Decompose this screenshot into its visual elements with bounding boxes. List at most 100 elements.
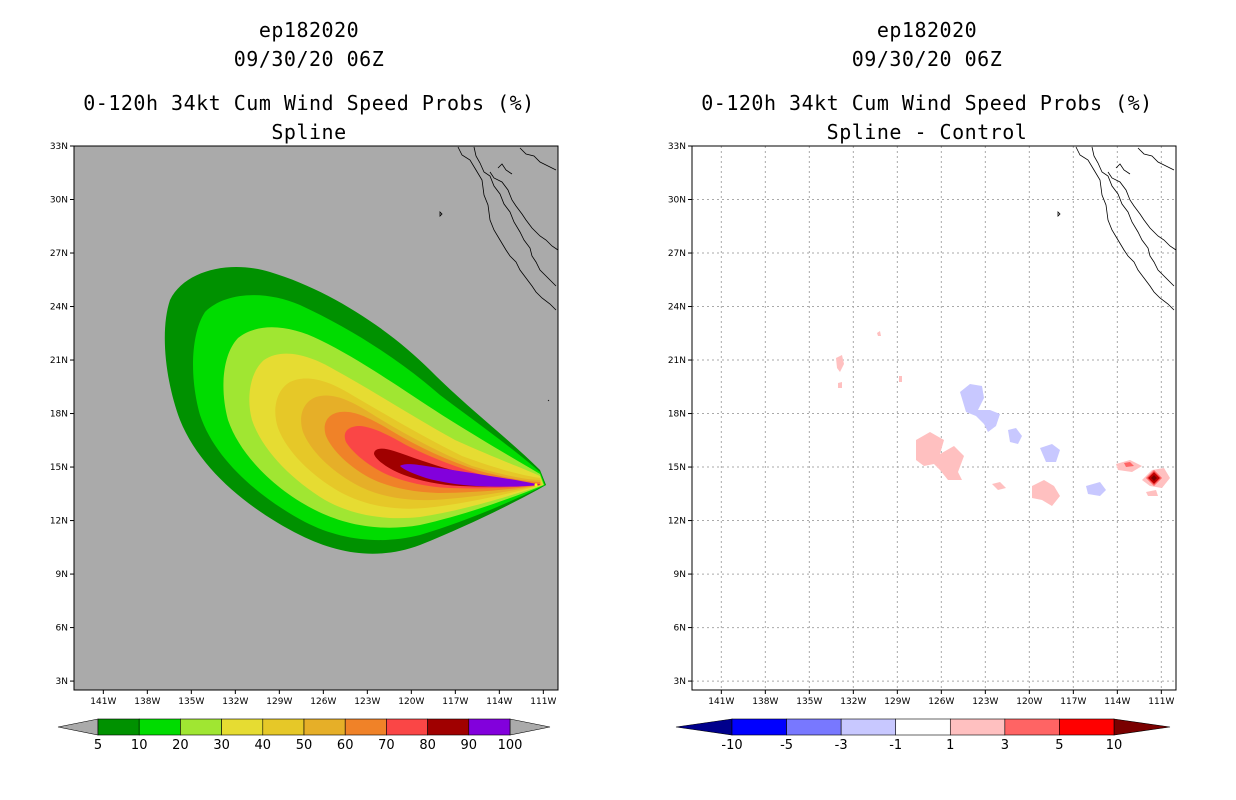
coastline — [439, 146, 559, 402]
left-panel: ep182020 09/30/20 06Z 0-120h 34kt Cum Wi… — [50, 18, 559, 753]
probability-swath — [164, 267, 546, 554]
lat-tick-label: 27N — [50, 249, 68, 259]
colorbar-label: 30 — [213, 738, 230, 753]
diff-patch — [916, 432, 964, 480]
lon-tick-label: 117W — [1060, 697, 1086, 707]
colorbar-right-arrow — [1113, 718, 1171, 736]
lon-tick-label: 117W — [442, 697, 468, 707]
probability-colorbar: 5 10 20 30 40 50 60 70 80 90 100 — [57, 718, 551, 753]
diff-patch — [1146, 490, 1158, 496]
left-storm-id: ep182020 — [258, 18, 360, 42]
lat-tick-label: 15N — [50, 463, 68, 473]
colorbar-label: 40 — [255, 738, 272, 753]
colorbar-label: 3 — [1001, 738, 1009, 753]
lon-tick-label: 111W — [1148, 697, 1174, 707]
lon-tick-label: 129W — [266, 697, 292, 707]
left-title: 0-120h 34kt Cum Wind Speed Probs (%) — [83, 91, 535, 115]
colorbar-label: 90 — [461, 738, 478, 753]
colorbar-label: 60 — [337, 738, 354, 753]
diff-patch — [1086, 482, 1106, 496]
lon-tick-label: 138W — [134, 697, 160, 707]
right-panel: ep182020 09/30/20 06Z 0-120h 34kt Cum Wi… — [618, 0, 1236, 800]
colorbar-swatch — [303, 718, 346, 736]
colorbar-swatch — [427, 718, 470, 736]
lon-tick-label: 114W — [486, 697, 512, 707]
colorbar-swatch — [949, 718, 1006, 736]
lon-tick-label: 126W — [928, 697, 954, 707]
diff-patch — [899, 376, 902, 382]
lat-tick-label: 15N — [668, 463, 686, 473]
lat-tick-label: 33N — [50, 142, 68, 152]
colorbar-label: 50 — [296, 738, 313, 753]
latitude-axis: 33N 30N 27N 24N 21N 18N 15N 12N 9N 6N 3N — [50, 142, 74, 687]
colorbar-label: 100 — [498, 738, 523, 753]
lon-tick-label: 120W — [398, 697, 424, 707]
colorbar-swatch — [221, 718, 264, 736]
lat-tick-label: 30N — [50, 196, 68, 206]
colorbar-left-arrow — [675, 718, 733, 736]
colorbar-swatch — [840, 718, 897, 736]
colorbar-swatch — [895, 718, 951, 736]
lon-tick-label: 123W — [972, 697, 998, 707]
colorbar-label: -5 — [780, 738, 793, 753]
lon-tick-label: 129W — [884, 697, 910, 707]
coastline — [1057, 146, 1177, 311]
lon-tick-label: 135W — [796, 697, 822, 707]
diff-patch — [1040, 444, 1060, 462]
colorbar-swatch — [1004, 718, 1060, 736]
colorbar-label: 80 — [419, 738, 436, 753]
lat-tick-label: 27N — [668, 249, 686, 259]
lat-tick-label: 33N — [668, 142, 686, 152]
lat-tick-label: 9N — [56, 570, 68, 580]
colorbar-swatch — [180, 718, 222, 736]
prob-contour-70 — [344, 426, 540, 489]
map-background — [692, 146, 1176, 690]
lat-tick-label: 30N — [668, 196, 686, 206]
colorbar-left-arrow — [57, 718, 99, 736]
diff-patch — [960, 384, 1000, 432]
lat-tick-label: 3N — [674, 677, 686, 687]
latitude-axis: 33N 30N 27N 24N 21N 18N 15N 12N 9N 6N 3N — [668, 142, 692, 687]
colorbar-label: 10 — [131, 738, 148, 753]
lon-tick-label: 123W — [354, 697, 380, 707]
diff-patch — [1032, 480, 1060, 506]
storm-center — [534, 483, 538, 487]
diff-patch — [877, 331, 881, 336]
colorbar-swatch — [731, 718, 787, 736]
colorbar-swatch — [138, 718, 181, 736]
diff-patch — [1008, 428, 1022, 444]
map-frame — [691, 145, 1177, 691]
diff-patch — [838, 382, 842, 388]
lat-tick-label: 21N — [50, 356, 68, 366]
lat-tick-label: 24N — [50, 303, 68, 313]
colorbar-swatch — [262, 718, 305, 736]
difference-patches — [836, 331, 1170, 506]
colorbar-label: 10 — [1106, 738, 1123, 753]
longitude-axis: 141W 138W 135W 132W 129W 126W 123W 120W 117W 114W… — [708, 690, 1174, 707]
colorbar-label: -1 — [889, 738, 902, 753]
lat-tick-label: 21N — [668, 356, 686, 366]
colorbar-swatch — [1059, 718, 1115, 736]
longitude-axis: 141W 138W 135W 132W 129W 126W 123W 120W 117W 114W… — [90, 690, 556, 707]
prob-contour-80 — [374, 448, 540, 487]
lat-tick-label: 12N — [668, 517, 686, 527]
colorbar-swatch — [468, 718, 511, 736]
diff-patch — [992, 482, 1006, 490]
lon-tick-label: 114W — [1104, 697, 1130, 707]
lat-tick-label: 3N — [56, 677, 68, 687]
colorbar-swatch — [786, 718, 842, 736]
colorbar-label: 70 — [378, 738, 395, 753]
map-frame — [73, 145, 559, 691]
lon-tick-label: 132W — [840, 697, 866, 707]
lon-tick-label: 111W — [530, 697, 556, 707]
lon-tick-label: 141W — [90, 697, 116, 707]
lat-tick-label: 18N — [50, 410, 68, 420]
diff-patch — [1124, 462, 1134, 467]
colorbar-label: 5 — [1055, 738, 1063, 753]
colorbar-label: 5 — [94, 738, 102, 753]
prob-contour-90 — [400, 464, 540, 487]
colorbar-label: 20 — [172, 738, 189, 753]
colorbar-right-arrow — [509, 718, 551, 736]
lon-tick-label: 132W — [222, 697, 248, 707]
